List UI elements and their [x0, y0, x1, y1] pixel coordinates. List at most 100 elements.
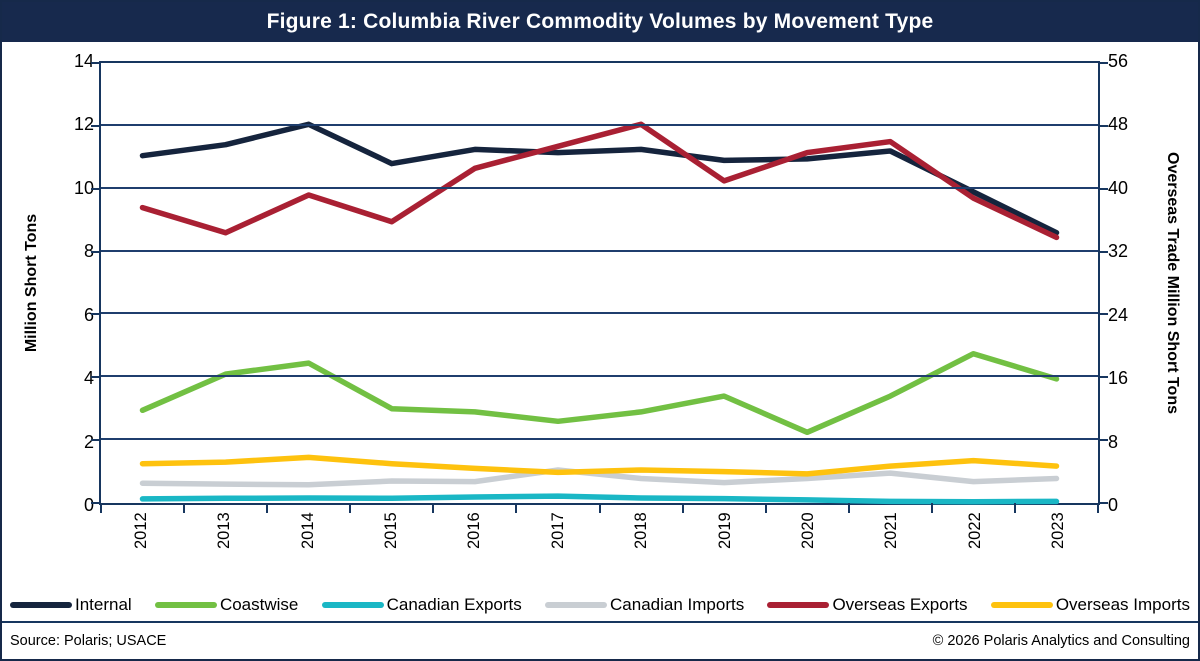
axis-tick-label: 48	[1108, 114, 1129, 135]
x-tick-label-2020: 2020	[799, 512, 818, 549]
left-axis-tick-labels: 0 2 4 6 8 10 12 14	[52, 51, 94, 515]
axis-tick	[1098, 62, 1108, 64]
x-tick-label-2012: 2012	[131, 512, 150, 549]
gridline	[101, 438, 1098, 441]
legend-swatch	[154, 602, 217, 608]
axis-tick	[91, 250, 101, 253]
axis-tick-label: 2	[83, 431, 94, 452]
x-axis-tick-labels: 2012 2013 2014 2015 2016 2017 2018 2019 2020 2021…	[99, 512, 1100, 576]
axis-tick	[266, 503, 269, 513]
legend: Internal Coastwise Canadian Exports Canadia…	[2, 590, 1198, 620]
legend-swatch	[321, 602, 384, 608]
axis-tick	[432, 503, 435, 513]
axis-tick	[91, 62, 101, 64]
axis-tick	[930, 503, 933, 513]
right-axis-tick-labels: 0 8 16 24 32 40 48 56	[1108, 51, 1150, 515]
axis-tick	[91, 376, 101, 379]
legend-label: Overseas Exports	[832, 595, 968, 614]
legend-item-canadian-exports: Canadian Exports	[321, 595, 522, 615]
axis-tick	[1013, 503, 1016, 513]
series-line-coastwise	[139, 350, 1060, 436]
x-tick-label-2017: 2017	[548, 512, 567, 549]
axis-tick	[349, 503, 352, 513]
x-tick-label-2019: 2019	[715, 512, 734, 549]
axis-tick	[91, 439, 101, 442]
legend-swatch	[545, 602, 608, 608]
series-line-overseas-exports	[139, 121, 1060, 241]
legend-swatch	[767, 602, 830, 608]
axis-tick-label: 0	[83, 495, 94, 515]
left-axis-title: Million Short Tons	[23, 213, 40, 353]
chart-title: Figure 1: Columbia River Commodity Volum…	[2, 2, 1198, 42]
axis-tick-label: 40	[1108, 177, 1129, 198]
x-tick-label-2021: 2021	[882, 512, 901, 549]
axis-tick	[598, 503, 601, 513]
axis-tick	[1097, 503, 1099, 513]
series-line-internal	[139, 121, 1060, 236]
right-axis-title: Overseas Trade Million Short Tons	[1164, 152, 1181, 414]
x-tick-label-2022: 2022	[965, 512, 984, 549]
legend-swatch	[10, 602, 72, 608]
axis-tick	[1098, 124, 1108, 127]
legend-item-internal: Internal	[10, 595, 132, 615]
x-tick-label-2013: 2013	[215, 512, 234, 549]
axis-tick-label: 32	[1108, 241, 1129, 262]
axis-tick-label: 14	[73, 51, 94, 71]
x-tick-label-2015: 2015	[381, 512, 400, 549]
legend-label: Canadian Imports	[610, 595, 745, 614]
axis-tick	[515, 503, 518, 513]
legend-item-canadian-imports: Canadian Imports	[545, 595, 744, 615]
axis-tick-label: 6	[83, 304, 94, 325]
x-tick-label-2014: 2014	[298, 512, 317, 549]
axis-tick	[183, 503, 186, 513]
axis-tick-label: 12	[73, 114, 94, 135]
legend-item-coastwise: Coastwise	[154, 595, 299, 615]
legend-label: Internal	[75, 595, 132, 614]
axis-tick-label: 56	[1108, 51, 1129, 71]
legend-item-overseas-imports: Overseas Imports	[990, 595, 1190, 615]
series-line-canadian-imports	[139, 467, 1060, 488]
axis-tick-label: 16	[1108, 368, 1129, 389]
copyright-note: © 2026 Polaris Analytics and Consulting	[932, 633, 1190, 649]
axis-tick	[91, 124, 101, 127]
axis-tick	[91, 187, 101, 190]
chart-lines	[139, 121, 1060, 505]
axis-tick-label: 8	[83, 241, 94, 262]
axis-tick	[1098, 502, 1108, 504]
legend-item-overseas-exports: Overseas Exports	[767, 595, 968, 615]
x-tick-label-2016: 2016	[465, 512, 484, 549]
axis-tick	[1098, 313, 1108, 316]
axis-tick	[764, 503, 767, 513]
legend-label: Canadian Exports	[386, 595, 522, 614]
legend-label: Coastwise	[219, 595, 299, 614]
axis-tick-label: 10	[73, 177, 94, 198]
axis-tick-label: 8	[1108, 431, 1119, 452]
series-line-overseas-imports	[139, 454, 1060, 477]
axis-tick-label: 24	[1108, 304, 1129, 325]
series-line-canadian-exports	[139, 493, 1060, 505]
axis-tick	[847, 503, 850, 513]
axis-tick	[100, 503, 102, 513]
axis-tick	[1098, 439, 1108, 442]
axis-tick	[91, 502, 101, 504]
plot-area	[91, 61, 1108, 513]
gridline	[101, 375, 1098, 378]
axis-tick-label: 4	[83, 368, 94, 389]
gridline	[101, 249, 1098, 252]
axis-tick	[1098, 376, 1108, 379]
x-tick-label-2023: 2023	[1049, 512, 1068, 549]
legend-label: Overseas Imports	[1055, 595, 1190, 614]
gridline	[101, 186, 1098, 189]
axis-tick	[1098, 187, 1108, 190]
gridline	[101, 123, 1098, 126]
footer: Source: Polaris; USACE © 2026 Polaris An…	[2, 621, 1198, 659]
gridline	[101, 312, 1098, 315]
x-tick-label-2018: 2018	[632, 512, 651, 549]
axis-tick	[681, 503, 684, 513]
source-note: Source: Polaris; USACE	[10, 633, 167, 649]
axis-tick-label: 0	[1108, 495, 1119, 515]
axis-tick	[91, 313, 101, 316]
axis-tick	[1098, 250, 1108, 253]
legend-swatch	[990, 602, 1053, 608]
